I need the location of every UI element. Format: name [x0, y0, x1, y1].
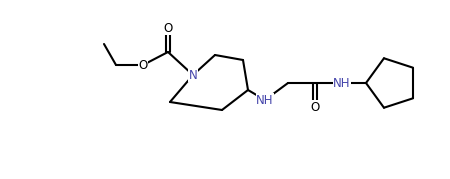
Text: O: O	[139, 59, 148, 71]
Text: O: O	[163, 21, 173, 35]
Text: N: N	[189, 69, 198, 81]
Text: NH: NH	[333, 76, 351, 90]
Text: O: O	[310, 100, 320, 113]
Text: NH: NH	[256, 93, 274, 107]
